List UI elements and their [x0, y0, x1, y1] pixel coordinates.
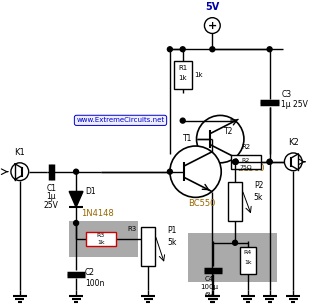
Text: 1k: 1k: [178, 75, 187, 81]
Text: R1: R1: [178, 65, 187, 71]
Circle shape: [267, 47, 272, 52]
Text: 1N4148: 1N4148: [81, 209, 114, 218]
Text: P1: P1: [167, 226, 176, 235]
Circle shape: [180, 47, 185, 52]
Circle shape: [74, 169, 78, 174]
Text: 1k: 1k: [244, 260, 252, 265]
Bar: [240, 247, 256, 275]
Text: R3: R3: [127, 226, 137, 232]
Text: R2: R2: [241, 144, 251, 150]
Text: R4: R4: [244, 250, 252, 255]
Text: D1: D1: [85, 187, 96, 196]
Text: C3: C3: [282, 90, 292, 99]
Text: 1μ 25V: 1μ 25V: [282, 100, 308, 109]
Circle shape: [204, 18, 220, 33]
Text: K1: K1: [14, 148, 25, 157]
Text: BC550: BC550: [188, 199, 215, 208]
Text: K2: K2: [288, 138, 299, 147]
Circle shape: [233, 159, 238, 164]
Bar: [141, 227, 155, 267]
Bar: [69, 221, 138, 257]
Text: 1k: 1k: [97, 240, 105, 245]
Text: 5k: 5k: [254, 193, 263, 202]
Circle shape: [180, 118, 185, 123]
Circle shape: [74, 221, 78, 226]
Text: 25V: 25V: [44, 201, 59, 210]
Text: 100μ: 100μ: [200, 284, 218, 290]
Bar: [231, 155, 261, 169]
Circle shape: [196, 116, 244, 163]
Text: 100n: 100n: [85, 279, 104, 288]
Bar: [188, 233, 276, 282]
Text: 1k: 1k: [195, 72, 203, 78]
Circle shape: [267, 159, 272, 164]
Text: 1μ: 1μ: [47, 192, 56, 202]
Text: www.ExtremeCircuits.net: www.ExtremeCircuits.net: [76, 117, 164, 123]
Bar: [174, 61, 192, 89]
Circle shape: [167, 169, 172, 174]
Circle shape: [233, 240, 237, 245]
Circle shape: [167, 47, 172, 52]
Circle shape: [233, 159, 237, 164]
Circle shape: [284, 153, 302, 171]
Text: T1: T1: [183, 134, 192, 143]
Text: 6V: 6V: [205, 292, 214, 298]
Text: BC560: BC560: [237, 164, 264, 173]
Text: R3: R3: [97, 233, 105, 238]
Text: P2: P2: [254, 181, 263, 190]
Text: 5k: 5k: [167, 238, 176, 247]
Text: C2: C2: [85, 268, 95, 277]
Circle shape: [11, 163, 29, 181]
Circle shape: [233, 159, 238, 164]
Text: C4: C4: [205, 276, 214, 282]
Circle shape: [267, 159, 272, 164]
Text: +: +: [208, 21, 217, 31]
Circle shape: [170, 146, 221, 197]
Polygon shape: [69, 192, 83, 207]
Text: T2: T2: [224, 127, 234, 136]
Text: R2: R2: [242, 158, 250, 163]
Bar: [86, 232, 116, 246]
Text: 75Ω: 75Ω: [240, 165, 252, 170]
Bar: [228, 181, 242, 221]
Text: 5V: 5V: [205, 2, 220, 12]
Circle shape: [210, 47, 215, 52]
Text: C1: C1: [46, 184, 56, 192]
